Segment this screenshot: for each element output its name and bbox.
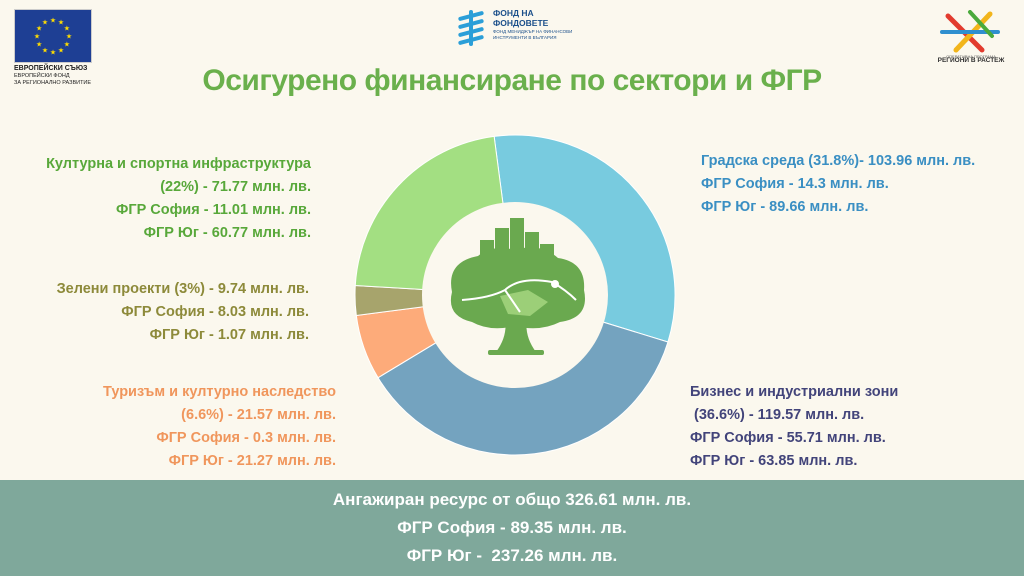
eu-star-icon: ★	[34, 33, 40, 41]
label-culture-south: ФГР Юг - 60.77 млн. лв.	[143, 225, 311, 241]
label-culture-total: (22%) - 71.77 млн. лв.	[160, 179, 311, 195]
fund-of-funds-mark-icon	[458, 10, 484, 46]
footer-sofia: ФГР София - 89.35 млн. лв.	[397, 518, 627, 537]
label-urban-environment: Градска среда (31.8%)- 103.96 млн. лв. Ф…	[701, 150, 975, 219]
op-regions-name: РЕГИОНИ В РАСТЕЖ	[937, 57, 1005, 64]
label-culture-title: Културна и спортна инфраструктура	[46, 156, 311, 172]
tree-city-icon	[450, 218, 585, 355]
fund-of-funds-subtitle: ФОНД МЕНИДЖЪР НА ФИНАНСОВИ ИНСТРУМЕНТИ В…	[493, 29, 573, 40]
eu-star-icon: ★	[58, 46, 64, 54]
label-green-projects: Зелени проекти (3%) - 9.74 млн. лв. ФГР …	[57, 278, 309, 347]
label-culture-sports: Културна и спортна инфраструктура (22%) …	[46, 153, 311, 245]
label-tourism-sofia: ФГР София - 0.3 млн. лв.	[156, 430, 336, 446]
label-tourism-title: Туризъм и културно наследство	[103, 384, 336, 400]
label-business-zones: Бизнес и индустриални зони (36.6%) - 119…	[690, 381, 898, 473]
footer-total: Ангажиран ресурс от общо 326.61 млн. лв.	[332, 490, 692, 509]
eu-logo-title: ЕВРОПЕЙСКИ СЪЮЗ	[14, 65, 88, 72]
label-tourism-south: ФГР Юг - 21.27 млн. лв.	[168, 453, 336, 469]
eu-star-icon: ★	[58, 19, 64, 27]
label-business-sofia: ФГР София - 55.71 млн. лв.	[690, 430, 886, 446]
label-green-south: ФГР Юг - 1.07 млн. лв.	[149, 327, 309, 343]
label-business-total: (36.6%) - 119.57 млн. лв.	[690, 407, 865, 423]
eu-logo-fund: ЕВРОПЕЙСКИ ФОНД	[14, 73, 70, 79]
label-urban-sofia: ФГР София - 14.3 млн. лв.	[701, 176, 889, 192]
label-business-title: Бизнес и индустриални зони	[690, 384, 899, 400]
fund-of-funds-logo: ФОНД НА ФОНДОВЕТЕ ФОНД МЕНИДЖЪР НА ФИНАН…	[455, 8, 585, 48]
eu-star-icon: ★	[50, 17, 56, 25]
label-culture-sofia: ФГР София - 11.01 млн. лв.	[116, 202, 311, 218]
footer-south: ФГР Юг - 237.26 млн. лв.	[406, 546, 618, 565]
footer-summary: Ангажиран ресурс от общо 326.61 млн. лв.…	[0, 480, 1024, 576]
op-regions-logo: ОПЕРАТИВНА ПРОГРАМА РЕГИОНИ В РАСТЕЖ	[930, 10, 1012, 72]
label-urban-south: ФГР Юг - 89.66 млн. лв.	[701, 199, 869, 215]
eu-logo-fund-sub: ЗА РЕГИОНАЛНО РАЗВИТИЕ	[14, 79, 92, 86]
eu-logo: ★ ★ ★ ★ ★ ★ ★ ★ ★ ★ ★ ★ ЕВРОПЕЙСКИ СЪЮЗ ЕВРОПЕЙСКИ …	[14, 9, 92, 86]
eu-star-icon: ★	[64, 25, 70, 33]
eu-star-icon: ★	[36, 41, 42, 49]
eu-star-icon: ★	[42, 46, 48, 54]
eu-star-icon: ★	[50, 49, 56, 57]
page-title: Осигурено финансиране по сектори и ФГР	[202, 64, 822, 97]
label-business-south: ФГР Юг - 63.85 млн. лв.	[690, 453, 858, 469]
op-regions-top-text: ОПЕРАТИВНА ПРОГРАМА	[946, 54, 996, 59]
op-regions-mark-icon	[940, 10, 1000, 53]
label-green-sofia: ФГР София - 8.03 млн. лв.	[121, 304, 309, 320]
label-green-title: Зелени проекти (3%) - 9.74 млн. лв.	[56, 281, 309, 297]
eu-star-icon: ★	[66, 33, 72, 41]
eu-star-icon: ★	[64, 41, 70, 49]
label-urban-title: Градска среда (31.8%)- 103.96 млн. лв.	[701, 153, 976, 169]
label-tourism-total: (6.6%) - 21.57 млн. лв.	[181, 407, 336, 423]
eu-flag-icon: ★ ★ ★ ★ ★ ★ ★ ★ ★ ★ ★ ★	[14, 9, 92, 63]
fund-of-funds-name: ФОНД НА ФОНДОВЕТЕ	[493, 8, 549, 28]
eu-star-icon: ★	[36, 25, 42, 33]
label-tourism-heritage: Туризъм и културно наследство (6.6%) - 2…	[103, 381, 336, 473]
eu-star-icon: ★	[42, 19, 48, 27]
